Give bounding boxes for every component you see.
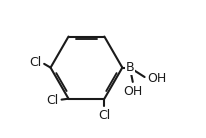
- Text: OH: OH: [147, 72, 166, 85]
- Text: B: B: [126, 61, 134, 74]
- Text: Cl: Cl: [98, 109, 110, 122]
- Text: OH: OH: [124, 85, 143, 98]
- Text: Cl: Cl: [29, 56, 41, 69]
- Text: Cl: Cl: [46, 94, 58, 107]
